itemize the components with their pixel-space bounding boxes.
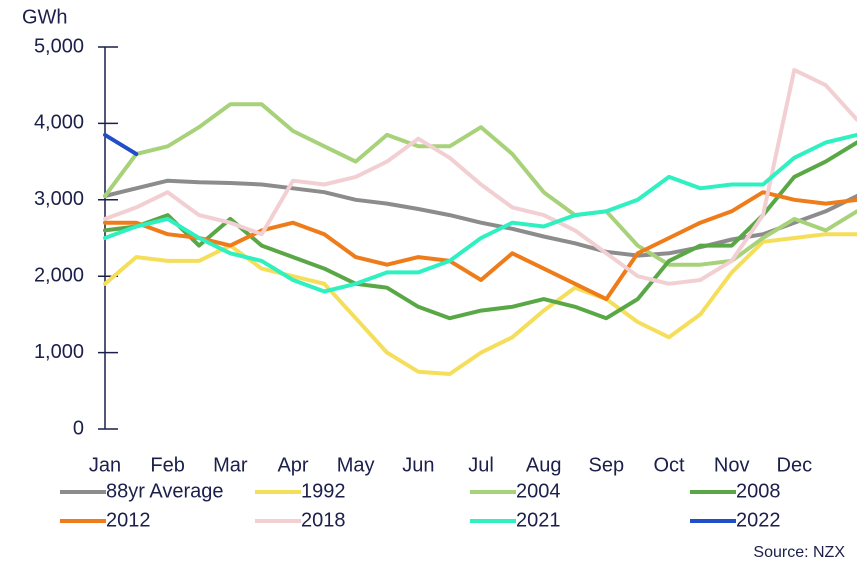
series-line: [103, 140, 857, 321]
x-tick-label: Dec: [777, 454, 813, 476]
x-tick-label: May: [337, 454, 375, 476]
series-line: [103, 132, 139, 156]
series-line: [103, 132, 857, 294]
y-tick-label: 1,000: [34, 341, 84, 363]
legend-label: 2004: [516, 480, 561, 502]
series-line: [103, 232, 857, 376]
x-tick-label: Feb: [150, 454, 184, 476]
x-tick-label: Mar: [213, 454, 248, 476]
series-line: [103, 190, 857, 302]
y-tick-label: 0: [73, 417, 84, 439]
y-tick-label: 5,000: [34, 35, 84, 57]
legend-label: 2022: [736, 509, 781, 531]
legend-label: 2018: [301, 509, 346, 531]
series-line: [103, 178, 857, 258]
x-tick-label: Jan: [89, 454, 121, 476]
y-tick-label: 2,000: [34, 264, 84, 286]
x-tick-label: Apr: [277, 454, 308, 476]
legend-label: 88yr Average: [106, 480, 224, 502]
legend-label: 2012: [106, 509, 151, 531]
x-tick-label: Aug: [526, 454, 562, 476]
y-tick-label: 4,000: [34, 112, 84, 134]
legend-label: 1992: [301, 480, 346, 502]
y-tick-label: 3,000: [34, 188, 84, 210]
x-tick-label: Jul: [468, 454, 494, 476]
y-axis-label: GWh: [22, 6, 68, 28]
x-tick-label: Jun: [402, 454, 434, 476]
x-tick-label: Sep: [589, 454, 625, 476]
x-tick-label: Oct: [653, 454, 685, 476]
legend-label: 2021: [516, 509, 561, 531]
series-line: [103, 67, 857, 286]
x-tick-label: Nov: [714, 454, 750, 476]
source: Source: NZX: [753, 544, 845, 561]
legend-label: 2008: [736, 480, 781, 502]
